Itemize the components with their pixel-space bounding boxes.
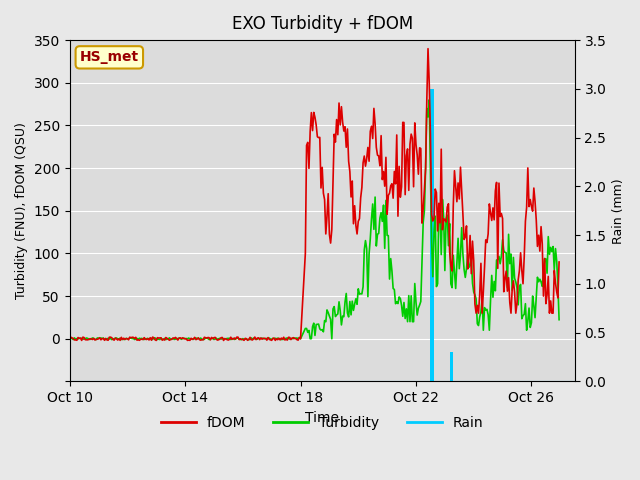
Y-axis label: Rain (mm): Rain (mm) xyxy=(612,178,625,243)
Legend: fDOM, Turbidity, Rain: fDOM, Turbidity, Rain xyxy=(156,411,489,436)
Y-axis label: Turbidity (FNU), fDOM (QSU): Turbidity (FNU), fDOM (QSU) xyxy=(15,122,28,299)
Text: HS_met: HS_met xyxy=(80,50,139,64)
X-axis label: Time: Time xyxy=(305,411,339,425)
Title: EXO Turbidity + fDOM: EXO Turbidity + fDOM xyxy=(232,15,413,33)
